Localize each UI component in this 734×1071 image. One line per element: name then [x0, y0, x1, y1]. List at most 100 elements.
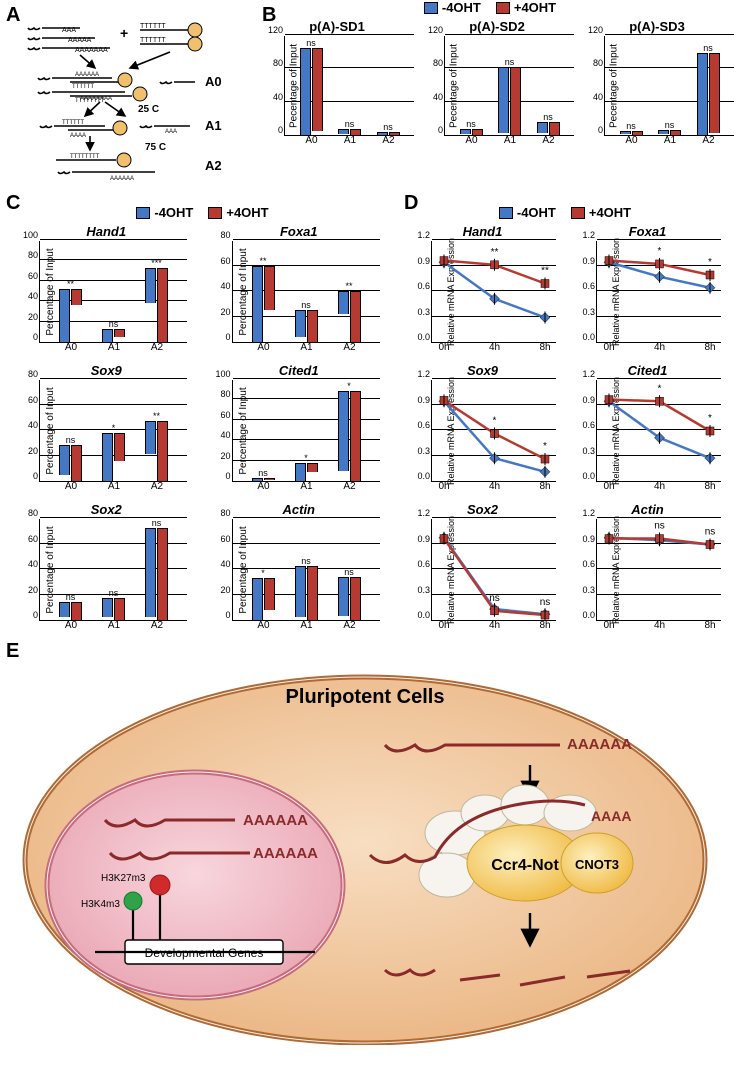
svg-text:*: * — [658, 383, 662, 394]
significance-label: * — [252, 568, 275, 578]
x-tick: 8h — [539, 342, 550, 353]
bar — [114, 329, 125, 337]
svg-text:AAAAAA: AAAAAA — [243, 812, 308, 829]
bar-group: ns — [59, 602, 82, 620]
swatch-plus — [208, 207, 222, 219]
y-tick: 60 — [28, 395, 40, 405]
x-tick: A2 — [151, 342, 163, 353]
bar — [264, 266, 275, 311]
bar — [114, 598, 125, 620]
significance-label: ns — [498, 57, 521, 67]
y-tick: 60 — [220, 256, 232, 266]
y-tick: 0.3 — [582, 585, 597, 595]
plot-area: 020406080*A0nsA1nsA2 — [232, 519, 380, 621]
x-tick: 4h — [654, 481, 665, 492]
significance-label: ns — [537, 112, 560, 122]
legend-plus: +4OHT — [226, 205, 268, 220]
y-tick: 0.6 — [417, 559, 432, 569]
bar-group: ns — [59, 445, 82, 481]
y-tick: 1.2 — [417, 369, 432, 379]
svg-text:TTTTTTTT: TTTTTTTT — [70, 154, 100, 160]
x-tick: A0 — [65, 481, 77, 492]
significance-label: ns — [102, 319, 125, 329]
bar — [300, 48, 311, 136]
y-tick: 0 — [225, 471, 232, 481]
bar-chart: Sox2Percentage of Input020406080nsA0nsA1… — [15, 502, 198, 637]
legend-plus: +4OHT — [589, 205, 631, 220]
y-tick: 0.0 — [582, 471, 597, 481]
significance-label: ns — [295, 556, 318, 566]
x-tick: 8h — [539, 481, 550, 492]
y-tick: 0 — [225, 610, 232, 620]
y-tick: 20 — [220, 307, 232, 317]
y-tick: 120 — [268, 25, 285, 35]
svg-text:A1: A1 — [205, 118, 222, 133]
plot-area: 0.00.30.60.91.2**0h4h8h — [596, 380, 721, 482]
svg-text:**: ** — [541, 266, 549, 277]
y-tick: 1.2 — [582, 508, 597, 518]
plot-area: 0.00.30.60.91.2**0h4h8h — [596, 241, 721, 343]
x-tick: 4h — [489, 620, 500, 631]
y-tick: 40 — [220, 430, 232, 440]
bar — [145, 528, 156, 617]
plot-area: 04080120nsA0nsA1nsA2 — [604, 36, 734, 136]
y-tick: 0.0 — [417, 610, 432, 620]
bar-group: ns — [295, 310, 318, 342]
bar — [697, 53, 708, 135]
significance-label: *** — [145, 258, 168, 268]
plot-area: 0.00.30.60.91.2****0h4h8h — [431, 241, 556, 343]
x-tick: A2 — [151, 481, 163, 492]
y-tick: 0.3 — [417, 446, 432, 456]
bar — [537, 122, 548, 133]
y-tick: 0.9 — [417, 256, 432, 266]
bar — [71, 445, 82, 481]
chart-title: Cited1 — [208, 363, 391, 378]
svg-text:AAAA: AAAA — [591, 808, 631, 824]
y-tick: 80 — [28, 250, 40, 260]
bar-group: ** — [252, 266, 275, 343]
bar — [145, 268, 156, 304]
x-tick: A1 — [300, 620, 312, 631]
swatch-plus — [571, 207, 585, 219]
bar — [295, 566, 306, 617]
x-tick: 4h — [654, 342, 665, 353]
svg-text:AAAAAA: AAAAAA — [110, 176, 134, 180]
bar — [157, 421, 168, 481]
x-tick: A0 — [65, 620, 77, 631]
significance-label: ns — [658, 120, 681, 130]
y-tick: 120 — [588, 25, 605, 35]
x-tick: 0h — [438, 342, 449, 353]
x-tick: A0 — [65, 342, 77, 353]
bar — [498, 67, 509, 134]
bar — [114, 433, 125, 461]
y-tick: 0 — [225, 332, 232, 342]
svg-text:*: * — [708, 413, 712, 424]
plot-area: 020406080100nsA0*A1*A2 — [232, 380, 380, 482]
y-tick: 80 — [220, 389, 232, 399]
swatch-minus — [136, 207, 150, 219]
x-tick: A2 — [702, 135, 714, 146]
svg-text:TTTTTTTT: TTTTTTTT — [75, 98, 105, 104]
bar — [71, 602, 82, 620]
y-tick: 60 — [220, 534, 232, 544]
x-tick: A1 — [504, 135, 516, 146]
bar — [350, 291, 361, 342]
bar — [102, 598, 113, 617]
bar-chart: p(A)-SD2Pecentage of Input04080120nsA0ns… — [420, 19, 574, 152]
bar-group: ns — [102, 329, 125, 342]
y-tick: 80 — [273, 58, 285, 68]
legend-c: -4OHT +4OHT — [15, 205, 390, 220]
x-tick: A2 — [343, 481, 355, 492]
plot-area: 020406080nsA0*A1**A2 — [39, 380, 187, 482]
y-tick: 1.2 — [417, 230, 432, 240]
y-tick: 1.2 — [582, 369, 597, 379]
y-tick: 80 — [28, 508, 40, 518]
swatch-minus — [424, 2, 438, 14]
y-tick: 0 — [598, 125, 605, 135]
y-tick: 20 — [28, 446, 40, 456]
y-tick: 0.9 — [582, 395, 597, 405]
chart-title: Sox2 — [15, 502, 198, 517]
y-tick: 0.0 — [582, 332, 597, 342]
x-tick: 0h — [603, 620, 614, 631]
significance-label: * — [295, 453, 318, 463]
